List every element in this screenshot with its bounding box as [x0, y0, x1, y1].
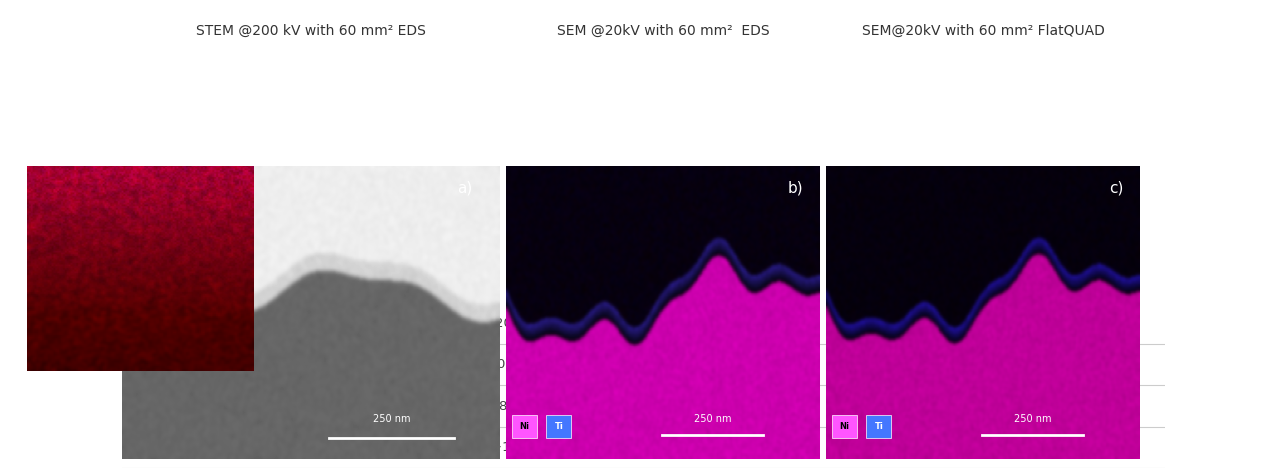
Text: 2 nA: 2 nA	[753, 359, 783, 371]
Bar	[867, 415, 891, 438]
Text: b): b)	[788, 180, 804, 195]
Text: 20 kV: 20 kV	[1010, 317, 1048, 330]
Text: 0.2 nA: 0.2 nA	[497, 359, 539, 371]
Text: a): a)	[457, 180, 472, 195]
Text: ~1 kcps: ~1 kcps	[490, 441, 545, 454]
Text: 250 nm: 250 nm	[372, 413, 411, 424]
Text: STEM @200 kV with 60 mm² EDS: STEM @200 kV with 60 mm² EDS	[196, 24, 426, 38]
Text: 34 min: 34 min	[745, 400, 791, 412]
Text: 250 nm: 250 nm	[1014, 413, 1051, 424]
Text: 34 min: 34 min	[1006, 400, 1052, 412]
Text: SEM@20kV with 60 mm² FlatQUAD: SEM@20kV with 60 mm² FlatQUAD	[861, 24, 1105, 38]
Text: Ni: Ni	[520, 422, 530, 431]
Bar	[547, 415, 571, 438]
Text: ~460kcps: ~460kcps	[996, 441, 1062, 454]
Text: Ti: Ti	[874, 422, 883, 431]
Text: SEM @20kV with 60 mm²  EDS: SEM @20kV with 60 mm² EDS	[557, 24, 769, 38]
Bar	[512, 415, 538, 438]
Text: 250 nm: 250 nm	[694, 413, 731, 424]
Text: Ti: Ti	[554, 422, 563, 431]
Text: Input count rate: Input count rate	[132, 441, 239, 454]
Text: c): c)	[1110, 180, 1124, 195]
Text: Ni: Ni	[840, 422, 850, 431]
Text: HV: HV	[132, 317, 151, 330]
Bar	[832, 415, 858, 438]
Text: 20 kV: 20 kV	[749, 317, 787, 330]
Text: 8 min: 8 min	[499, 400, 536, 412]
Text: 200 kV: 200 kV	[495, 317, 541, 330]
Text: Probe current: Probe current	[132, 359, 223, 371]
Text: ~30 kcps: ~30 kcps	[737, 441, 800, 454]
Text: 2 nA: 2 nA	[1014, 359, 1044, 371]
Text: Measurement time: Measurement time	[132, 400, 257, 412]
